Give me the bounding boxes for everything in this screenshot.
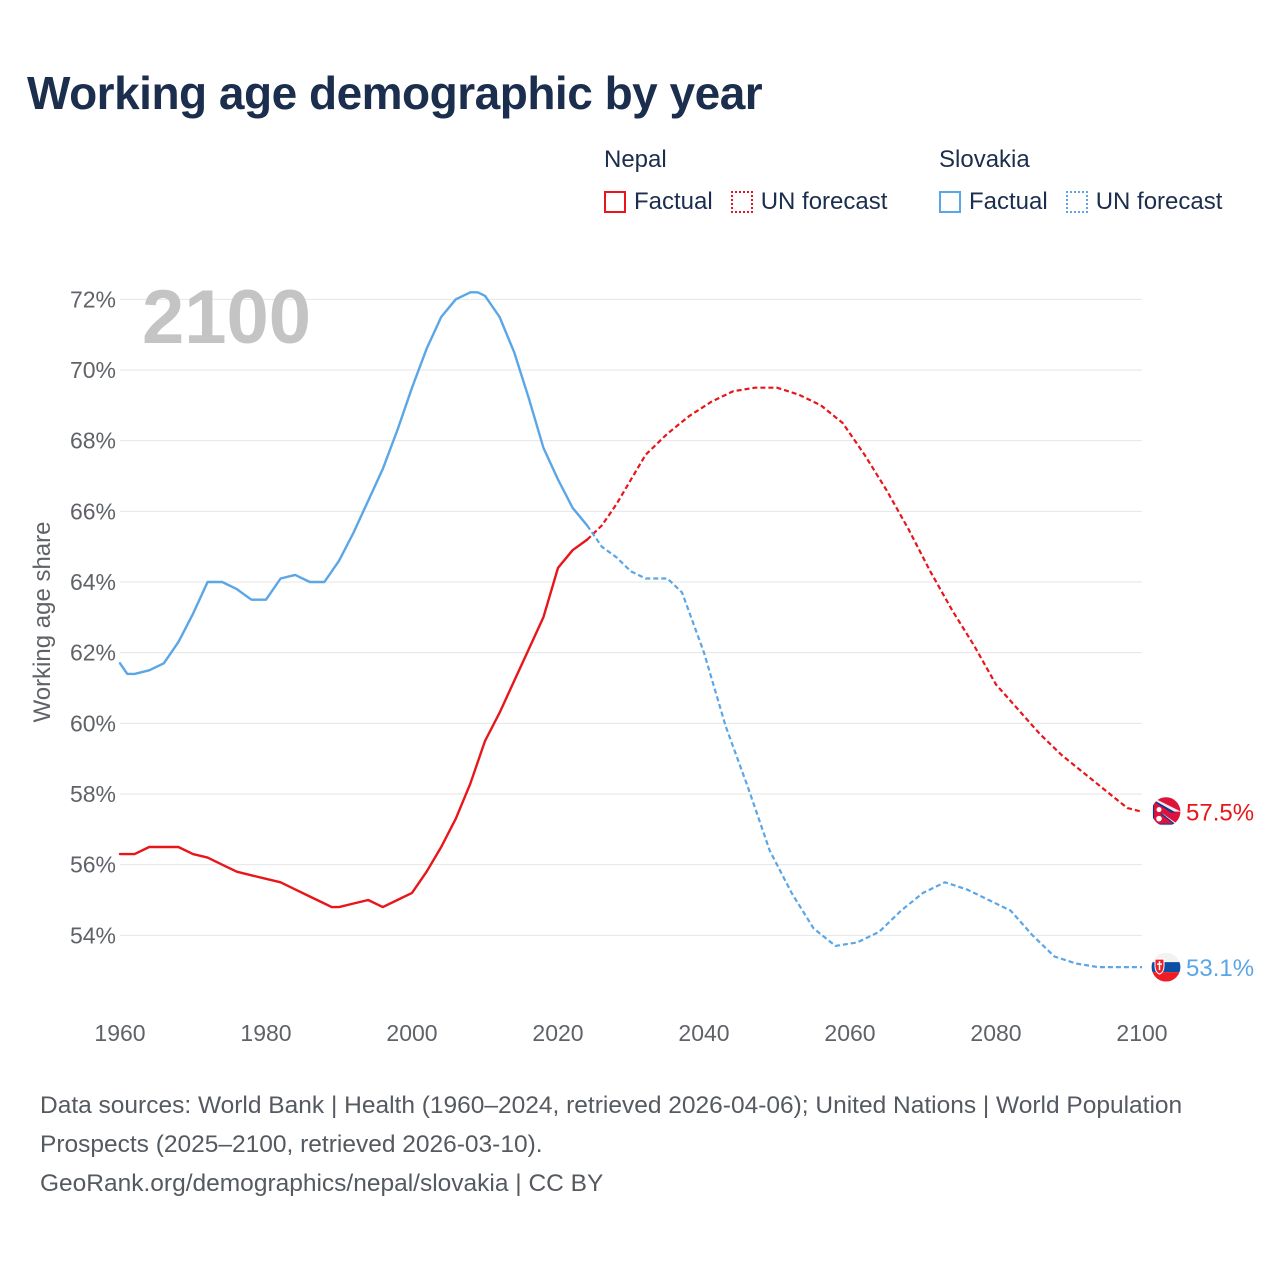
flag-stripe-white	[1151, 952, 1181, 963]
x-tick-label: 2060	[824, 1020, 875, 1046]
flag-slovakia-icon	[1150, 951, 1182, 983]
series-line-slovakia-forecast	[586, 524, 1142, 969]
sources-text: Data sources: World Bank | Health (1960–…	[40, 1092, 1183, 1158]
legend-slovakia-factual[interactable]: Factual	[939, 188, 1048, 216]
y-tick-label: 62%	[70, 640, 116, 666]
legend-country-nepal: Nepal	[604, 146, 667, 173]
series-line-nepal-forecast	[586, 386, 1143, 813]
line-chart: 2100 54% 56% 58% 60% 62% 64% 66% 68% 70% 72% 1960…	[29, 275, 1254, 1046]
flag-moon	[1156, 807, 1162, 813]
end-value-label-slovakia: 53.1%	[1186, 955, 1254, 982]
y-tick-label: 70%	[70, 357, 116, 383]
x-tick-label: 2020	[532, 1020, 583, 1046]
legend-country-slovakia: Slovakia	[939, 146, 1030, 173]
legend-label: Factual	[969, 188, 1048, 215]
x-tick-label: 2040	[678, 1020, 729, 1046]
year-watermark: 2100	[142, 275, 311, 360]
x-tick-label: 2100	[1116, 1020, 1167, 1046]
y-tick-label: 66%	[70, 498, 116, 524]
flag-fill	[1151, 952, 1181, 983]
x-tick-label: 2000	[386, 1020, 437, 1046]
chart-title: Working age demographic by year	[27, 67, 763, 119]
legend-swatch-solid-icon	[939, 191, 961, 213]
legend-swatch-solid-icon	[604, 191, 626, 213]
y-tick-label: 58%	[70, 781, 116, 807]
y-tick-label: 64%	[70, 569, 116, 595]
legend-group-nepal: Nepal Factual UN forecast	[604, 144, 905, 218]
series-line-slovakia-factual	[118, 291, 589, 676]
y-tick-label: 72%	[70, 286, 116, 312]
y-tick-label: 68%	[70, 428, 116, 454]
legend-nepal-factual[interactable]: Factual	[604, 188, 713, 216]
y-tick-label: 54%	[70, 922, 116, 948]
flag-fill	[1151, 796, 1181, 827]
x-tick-label: 1980	[240, 1020, 291, 1046]
legend-swatch-dotted-icon	[730, 191, 753, 213]
flag-rim	[1150, 796, 1182, 828]
flag-sun	[1156, 815, 1162, 822]
legend-slovakia-forecast[interactable]: UN forecast	[1065, 188, 1223, 216]
y-axis-label: Working age share	[29, 522, 56, 723]
x-tick-label: 1960	[94, 1020, 145, 1046]
legend-label: UN forecast	[1095, 188, 1223, 215]
legend-label: UN forecast	[760, 188, 888, 215]
legend-nepal-forecast[interactable]: UN forecast	[730, 188, 888, 216]
legend-group-slovakia: Slovakia Factual UN forecast	[939, 144, 1222, 218]
data-sources-note: Data sources: World Bank | Health (1960–…	[40, 1086, 1220, 1203]
series-line-nepal-factual	[118, 538, 589, 909]
end-value-label-nepal: 57.5%	[1186, 800, 1254, 827]
flag-stripe-blue	[1151, 962, 1181, 973]
flag-rim	[1150, 951, 1182, 983]
y-tick-label: 60%	[70, 710, 116, 736]
flag-nepal-icon	[1150, 796, 1182, 828]
flag-cross	[1157, 961, 1162, 971]
attribution-link[interactable]: GeoRank.org/demographics/nepal/slovakia …	[40, 1170, 604, 1197]
legend-swatch-dotted-icon	[1065, 191, 1088, 213]
x-tick-label: 2080	[970, 1020, 1021, 1046]
legend-label: Factual	[634, 188, 713, 215]
y-tick-label: 56%	[70, 852, 116, 878]
flag-stripe-red	[1151, 972, 1181, 983]
